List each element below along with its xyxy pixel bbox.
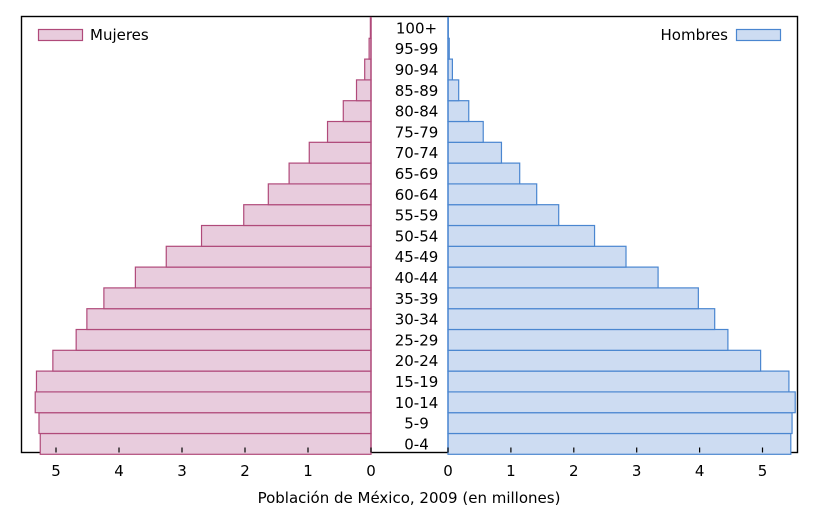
tick-label-left-1: 1 [303,462,313,480]
tick-label-right-1: 1 [506,462,516,480]
tick-label-right-3: 3 [632,462,642,480]
age-label-20-24: 20-24 [395,352,439,370]
age-label-75-79: 75-79 [395,123,439,141]
bar-mujeres-40-44 [134,266,372,289]
x-axis-title: Población de México, 2009 (en millones) [258,489,561,507]
bar-hombres-10-14 [447,391,796,414]
bar-hombres-20-24 [447,349,762,372]
age-label-50-54: 50-54 [395,227,439,245]
bar-hombres-80-84 [447,100,470,123]
bar-hombres-75-79 [447,120,484,143]
age-label-80-84: 80-84 [395,103,439,121]
tick-label-right-5: 5 [758,462,768,480]
bar-hombres-0-4 [447,432,792,455]
bar-mujeres-30-34 [86,308,372,331]
tick-label-left-3: 3 [177,462,187,480]
bar-mujeres-70-74 [308,141,372,164]
age-group-labels: 0-4 5-9 10-14 15-19 20-24 25-29 30-34 35-39 40-4… [395,19,439,453]
bar-mujeres-65-69 [288,162,372,185]
bar-hombres-50-54 [447,224,596,247]
age-label-25-29: 25-29 [395,331,439,349]
age-label-55-59: 55-59 [395,207,439,225]
bar-mujeres-5-9 [38,412,372,435]
tick-label-right-2: 2 [569,462,579,480]
age-label-15-19: 15-19 [395,373,439,391]
bar-mujeres-10-14 [34,391,372,414]
age-label-85-89: 85-89 [395,82,439,100]
bar-mujeres-85-89 [355,79,372,102]
bar-mujeres-25-29 [75,328,372,351]
bar-mujeres-15-19 [35,370,372,393]
age-label-5-9: 5-9 [404,415,429,433]
mujeres-bars [34,16,372,455]
bar-mujeres-75-79 [326,120,372,143]
legend-hombres-label: Hombres [661,26,729,44]
tick-label-left-2: 2 [240,462,250,480]
age-label-90-94: 90-94 [395,61,439,79]
x-axis-ticks: 0 0 1 1 2 2 3 3 4 4 5 5 [51,447,768,480]
bar-hombres-5-9 [447,412,793,435]
legend-hombres-swatch [735,28,782,42]
legend-hombres: Hombres [661,26,782,44]
bar-mujeres-50-54 [200,224,372,247]
age-label-60-64: 60-64 [395,186,439,204]
tick-label-right-0: 0 [443,462,453,480]
bar-hombres-25-29 [447,328,729,351]
bar-hombres-65-69 [447,162,521,185]
bar-mujeres-20-24 [52,349,372,372]
age-label-40-44: 40-44 [395,269,439,287]
age-label-100+: 100+ [396,19,437,37]
bar-hombres-35-39 [447,287,699,310]
tick-label-left-4: 4 [114,462,124,480]
tick-label-left-5: 5 [51,462,61,480]
bar-hombres-45-49 [447,245,627,268]
legend-mujeres-label: Mujeres [90,26,149,44]
bar-hombres-15-19 [447,370,790,393]
bar-hombres-70-74 [447,141,503,164]
age-label-35-39: 35-39 [395,290,439,308]
bar-mujeres-45-49 [165,245,372,268]
tick-label-right-4: 4 [695,462,705,480]
hombres-bars [447,16,796,455]
bar-mujeres-55-59 [243,204,372,227]
age-label-70-74: 70-74 [395,144,439,162]
age-label-45-49: 45-49 [395,248,439,266]
age-label-10-14: 10-14 [395,394,439,412]
bar-mujeres-60-64 [267,183,372,206]
age-label-95-99: 95-99 [395,40,439,58]
bar-mujeres-0-4 [39,432,372,455]
tick-label-left-0: 0 [366,462,376,480]
bar-hombres-55-59 [447,204,560,227]
legend-mujeres-swatch [37,28,84,42]
bar-hombres-85-89 [447,79,460,102]
age-label-65-69: 65-69 [395,165,439,183]
bar-mujeres-80-84 [342,100,372,123]
plot-frame [20,15,799,454]
age-label-0-4: 0-4 [404,435,429,453]
bar-hombres-60-64 [447,183,538,206]
bar-mujeres-35-39 [103,287,372,310]
legend-mujeres: Mujeres [37,26,149,44]
bar-hombres-40-44 [447,266,659,289]
age-label-30-34: 30-34 [395,311,439,329]
bar-mujeres-90-94 [364,58,372,81]
bar-hombres-30-34 [447,308,716,331]
